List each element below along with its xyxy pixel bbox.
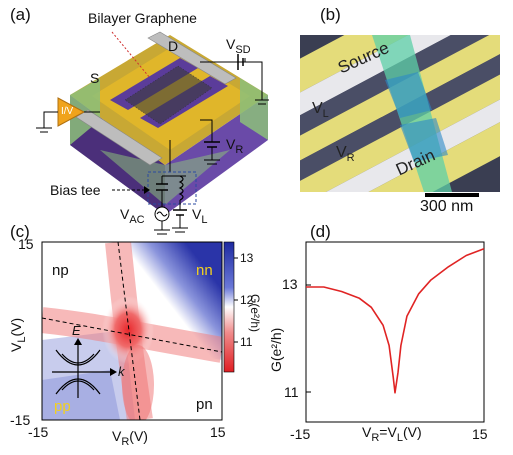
trace-group xyxy=(306,248,485,394)
bilayer-pointer xyxy=(111,31,151,79)
bias-tee-label: Bias tee xyxy=(50,182,101,198)
source-terminal-label: S xyxy=(90,70,100,86)
vr-label: VR xyxy=(226,136,244,156)
channel-overlap-2 xyxy=(400,118,448,162)
graphene-lattice xyxy=(124,65,213,125)
panel-b-label: (b) xyxy=(320,5,341,24)
wall-front xyxy=(100,150,230,205)
contact-d xyxy=(147,31,237,85)
band-upper-1 xyxy=(61,353,95,364)
panel-c-label: (c) xyxy=(10,222,30,241)
dashed-line-horizontal xyxy=(42,317,222,353)
bias-tee-arrowhead xyxy=(144,186,150,194)
tee-inductor xyxy=(178,175,184,201)
vl-gate-label: VL xyxy=(312,100,329,121)
panel-d-label: (d) xyxy=(310,222,331,241)
panel-a-label: (a) xyxy=(10,5,31,24)
y-tick-top: 15 xyxy=(18,236,34,252)
vr-gate-label: VR xyxy=(336,144,355,165)
graphene-flake xyxy=(125,66,212,124)
bilayer-graphene-label: Bilayer Graphene xyxy=(88,10,197,26)
scale-bar xyxy=(425,193,479,197)
vsd-wire-2 xyxy=(243,61,263,100)
region-pp-label: pp xyxy=(54,398,71,415)
cbar-tick-label-11: 11 xyxy=(240,335,253,349)
x-tick-label-left: -15 xyxy=(290,426,311,442)
inset-e-label: E xyxy=(72,323,81,338)
region-pn-label: pn xyxy=(196,396,213,413)
conductance-trace xyxy=(306,248,485,394)
band-upper-2 xyxy=(55,349,101,366)
d-y-axis-label: G(e²/h) xyxy=(268,327,284,372)
band-lower-1 xyxy=(61,380,95,391)
band-lower-2 xyxy=(55,378,101,395)
inset-k-arrow xyxy=(110,368,117,376)
stripe-source xyxy=(300,35,500,131)
vsd-label: VSD xyxy=(226,36,251,56)
colorbar xyxy=(223,241,235,373)
scale-bar-label: 300 nm xyxy=(420,198,474,215)
region-pp-deep xyxy=(42,370,120,420)
drain-terminal-label: D xyxy=(168,38,179,54)
plot-frame xyxy=(305,241,485,423)
cbar-tick-label-13: 13 xyxy=(240,251,254,265)
channel-overlap-1 xyxy=(385,72,432,118)
region-nn-label: nn xyxy=(196,262,213,279)
iv-label: I/V xyxy=(61,106,74,117)
stripe-source-edge xyxy=(300,35,500,149)
inset-k-label: k xyxy=(118,364,125,379)
x-tick-label-right: 15 xyxy=(472,426,488,442)
inset-e-arrow xyxy=(74,338,82,345)
y-tick-label-11: 11 xyxy=(284,384,299,400)
d-x-axis-label: VR=VL(V) xyxy=(362,424,422,444)
x-axis-label: VR(V) xyxy=(112,428,148,448)
region-np-label: np xyxy=(52,262,69,279)
iv-ground-wire xyxy=(43,111,58,128)
vr-wire xyxy=(200,119,213,142)
vl-label: VL xyxy=(192,206,208,226)
map-frame xyxy=(41,241,223,421)
cbar-tick-label-12: 12 xyxy=(240,293,254,307)
wall-right xyxy=(240,78,268,140)
vac-sine xyxy=(156,211,168,217)
y-tick-label-13: 13 xyxy=(282,276,298,292)
ridge-lower xyxy=(122,345,154,420)
dashed-line-vertical xyxy=(117,242,141,420)
y-tick-bottom: -15 xyxy=(10,412,31,428)
x-tick-left: -15 xyxy=(28,424,49,440)
stripe-gap-1 xyxy=(300,35,500,165)
x-tick-right: 15 xyxy=(210,424,226,440)
vac-label: VAC xyxy=(120,206,145,226)
